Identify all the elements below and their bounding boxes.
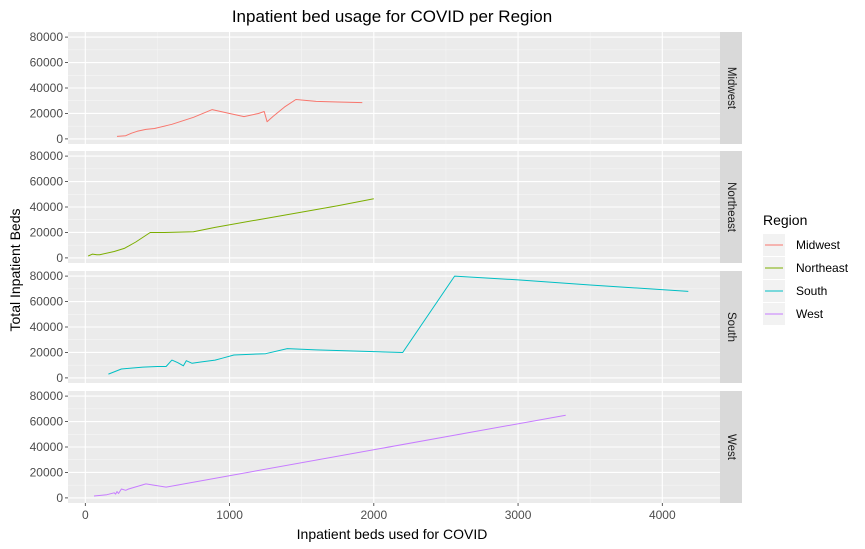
facet-panels: 020000400006000080000Midwest020000400006… bbox=[30, 30, 742, 522]
facet-panel-northeast: 0 20000 40000 60000 80000 Northeast bbox=[30, 149, 742, 265]
legend-title: Region bbox=[763, 212, 807, 228]
facet-strip bbox=[720, 391, 742, 503]
y-tick-label: 20000 bbox=[30, 106, 64, 120]
legend-label: Northeast bbox=[796, 261, 849, 275]
chart-title: Inpatient bed usage for COVID per Region bbox=[232, 7, 552, 26]
facet-strip bbox=[720, 151, 742, 263]
y-tick-label: 40000 bbox=[30, 81, 64, 95]
series-line-west bbox=[93, 414, 566, 497]
y-tick-label: 40000 bbox=[30, 200, 64, 214]
legend: Region Midwest Northeast South West bbox=[763, 212, 849, 325]
y-tick-label: 20000 bbox=[30, 225, 64, 239]
series-line-midwest bbox=[116, 99, 363, 137]
facet-strip bbox=[720, 32, 742, 144]
facet-strip bbox=[720, 271, 742, 383]
x-axis: 0 1000 2000 3000 4000 bbox=[82, 503, 676, 522]
y-tick-label: 40000 bbox=[30, 320, 64, 334]
series-line-northeast bbox=[87, 198, 374, 257]
facet-panel-midwest: 0 20000 40000 60000 80000 Midwest bbox=[30, 30, 742, 146]
legend-label: South bbox=[796, 284, 827, 298]
legend-item-west: West bbox=[763, 303, 824, 325]
y-tick-label: 80000 bbox=[30, 149, 64, 163]
legend-label: Midwest bbox=[796, 238, 841, 252]
x-tick-label: 3000 bbox=[505, 508, 532, 522]
y-axis-title: Total Inpatient Beds bbox=[7, 209, 23, 332]
x-tick-label: 1000 bbox=[216, 508, 243, 522]
legend-item-south: South bbox=[763, 280, 827, 302]
facet-panel-south: 0 20000 40000 60000 80000 South bbox=[30, 269, 742, 385]
facet-strip-label: South bbox=[725, 312, 737, 342]
y-tick-label: 40000 bbox=[30, 440, 64, 454]
y-tick-label: 60000 bbox=[30, 415, 64, 429]
x-tick-label: 2000 bbox=[360, 508, 387, 522]
x-tick-label: 0 bbox=[82, 508, 89, 522]
x-axis-title: Inpatient beds used for COVID bbox=[297, 526, 488, 542]
legend-label: West bbox=[796, 307, 824, 321]
y-tick-label: 80000 bbox=[30, 389, 64, 403]
facet-strip-label: Northeast bbox=[725, 182, 737, 233]
y-tick-label: 80000 bbox=[30, 269, 64, 283]
y-tick-label: 80000 bbox=[30, 30, 64, 44]
y-tick-label: 20000 bbox=[30, 465, 64, 479]
y-tick-label: 0 bbox=[56, 132, 63, 146]
facet-panel-west: 0 20000 40000 60000 80000 West bbox=[30, 389, 742, 505]
y-tick-label: 60000 bbox=[30, 56, 64, 70]
y-tick-label: 60000 bbox=[30, 175, 64, 189]
legend-item-midwest: Midwest bbox=[763, 234, 841, 256]
legend-item-northeast: Northeast bbox=[763, 257, 849, 279]
y-tick-label: 60000 bbox=[30, 295, 64, 309]
y-tick-label: 0 bbox=[56, 251, 63, 265]
series-line-south bbox=[108, 275, 689, 375]
y-tick-label: 0 bbox=[56, 491, 63, 505]
y-tick-label: 0 bbox=[56, 371, 63, 385]
x-tick-label: 4000 bbox=[649, 508, 676, 522]
y-tick-label: 20000 bbox=[30, 345, 64, 359]
facet-strip-label: West bbox=[725, 434, 737, 461]
facet-strip-label: Midwest bbox=[725, 67, 737, 110]
